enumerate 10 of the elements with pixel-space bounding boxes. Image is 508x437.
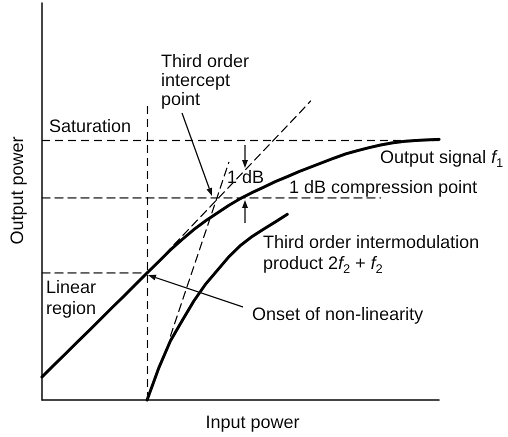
series-label: Output signal f$_{1}$ xyxy=(380,147,504,170)
annotation: Third order intercept point xyxy=(161,51,250,109)
annotation: 1 dB compression point xyxy=(289,177,478,197)
y-axis-title: Output power xyxy=(7,136,27,245)
x-axis-title: Input power xyxy=(205,412,300,432)
ref-line-label: Saturation xyxy=(49,116,132,136)
annotation: Linear region xyxy=(46,276,98,318)
series-label: Third order intermodulation product 2f$_{2}$ + f$_{2}$ xyxy=(263,232,480,276)
annotation: Onset of non-linearity xyxy=(252,304,424,324)
annotation: 1 dB xyxy=(227,167,264,187)
